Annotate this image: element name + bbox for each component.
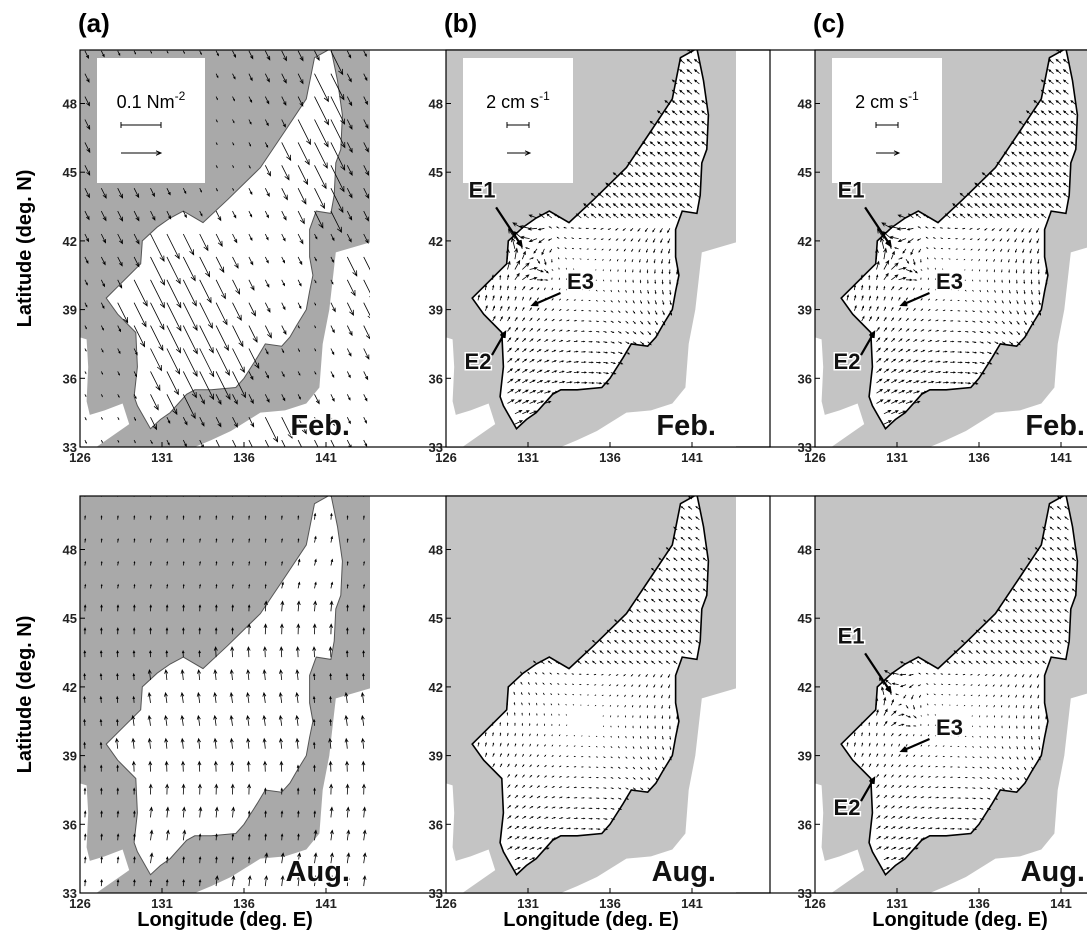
panel-label: (c)	[813, 8, 845, 38]
panel-label: (a)	[78, 8, 110, 38]
y-tick-label: 36	[63, 371, 77, 386]
y-tick-label: 45	[429, 611, 443, 626]
season-label: Feb.	[1025, 410, 1085, 442]
y-tick-label: 39	[798, 303, 812, 318]
season-label: Aug.	[652, 856, 716, 888]
y-tick-label: 39	[63, 303, 77, 318]
y-tick-label: 45	[63, 165, 77, 180]
eddy-label: E1	[838, 623, 865, 648]
season-label: Aug.	[1021, 856, 1085, 888]
x-tick-label: 141	[315, 896, 337, 911]
season-label: Aug.	[286, 856, 350, 888]
x-tick-label: 136	[968, 450, 990, 465]
map	[64, 491, 376, 893]
eddy-label: E1	[469, 177, 496, 202]
y-tick-label: 45	[798, 611, 812, 626]
x-tick-label: 126	[69, 896, 91, 911]
y-axis-label: Latitude (deg. N)	[14, 170, 36, 328]
x-tick-label: 136	[599, 450, 621, 465]
x-tick-label: 141	[1050, 896, 1072, 911]
eddy-label: E2	[834, 795, 861, 820]
eddy-label: E2	[465, 349, 492, 374]
scale-box	[97, 58, 205, 183]
y-tick-label: 36	[429, 371, 443, 386]
scale-sup: -1	[539, 89, 550, 103]
eddy-label: E1	[838, 177, 865, 202]
y-tick-label: 42	[63, 234, 77, 249]
y-axis-label: Latitude (deg. N)	[14, 616, 36, 774]
x-tick-label: 131	[151, 450, 173, 465]
y-tick-label: 39	[429, 303, 443, 318]
x-tick-label: 131	[886, 450, 908, 465]
scale-sup: -2	[175, 89, 186, 103]
map	[799, 495, 1087, 894]
y-tick-label: 45	[63, 611, 77, 626]
y-tick-label: 48	[63, 543, 77, 558]
x-tick-label: 141	[681, 450, 703, 465]
eddy-label: E3	[567, 269, 594, 294]
scale-text: 2 cm s	[855, 92, 908, 112]
map	[430, 495, 742, 894]
y-tick-label: 36	[798, 817, 812, 832]
scale-box	[832, 58, 942, 183]
scale-text: 0.1 Nm	[117, 92, 175, 112]
y-tick-label: 48	[429, 97, 443, 112]
eddy-label: E2	[834, 349, 861, 374]
y-tick-label: 42	[429, 680, 443, 695]
y-tick-label: 39	[798, 749, 812, 764]
x-tick-label: 141	[1050, 450, 1072, 465]
y-tick-label: 42	[63, 680, 77, 695]
x-tick-label: 141	[681, 896, 703, 911]
scale-sup: -1	[908, 89, 919, 103]
season-label: Feb.	[656, 410, 716, 442]
y-tick-label: 42	[429, 234, 443, 249]
y-tick-label: 36	[798, 371, 812, 386]
x-tick-label: 131	[517, 450, 539, 465]
x-tick-label: 126	[69, 450, 91, 465]
y-tick-label: 48	[798, 97, 812, 112]
y-tick-label: 42	[798, 234, 812, 249]
x-axis-label: Longitude (deg. E)	[872, 909, 1048, 931]
x-tick-label: 126	[435, 450, 457, 465]
x-tick-label: 141	[315, 450, 337, 465]
x-tick-label: 136	[233, 450, 255, 465]
y-tick-label: 39	[63, 749, 77, 764]
y-tick-label: 42	[798, 680, 812, 695]
y-tick-label: 48	[429, 543, 443, 558]
y-tick-label: 48	[798, 543, 812, 558]
y-tick-label: 45	[798, 165, 812, 180]
season-label: Feb.	[290, 410, 350, 442]
scale-text: 2 cm s	[486, 92, 539, 112]
figure: (a)333639424548126131136141Feb.0.1 Nm-23…	[0, 0, 1087, 947]
x-tick-label: 126	[435, 896, 457, 911]
y-tick-label: 36	[63, 817, 77, 832]
panel-label: (b)	[444, 8, 477, 38]
scale-box	[463, 58, 573, 183]
y-tick-label: 39	[429, 749, 443, 764]
eddy-label: E3	[936, 715, 963, 740]
x-axis-label: Longitude (deg. E)	[137, 909, 313, 931]
x-tick-label: 126	[804, 450, 826, 465]
y-tick-label: 36	[429, 817, 443, 832]
eddy-label: E3	[936, 269, 963, 294]
x-tick-label: 126	[804, 896, 826, 911]
y-tick-label: 48	[63, 97, 77, 112]
x-axis-label: Longitude (deg. E)	[503, 909, 679, 931]
y-tick-label: 45	[429, 165, 443, 180]
